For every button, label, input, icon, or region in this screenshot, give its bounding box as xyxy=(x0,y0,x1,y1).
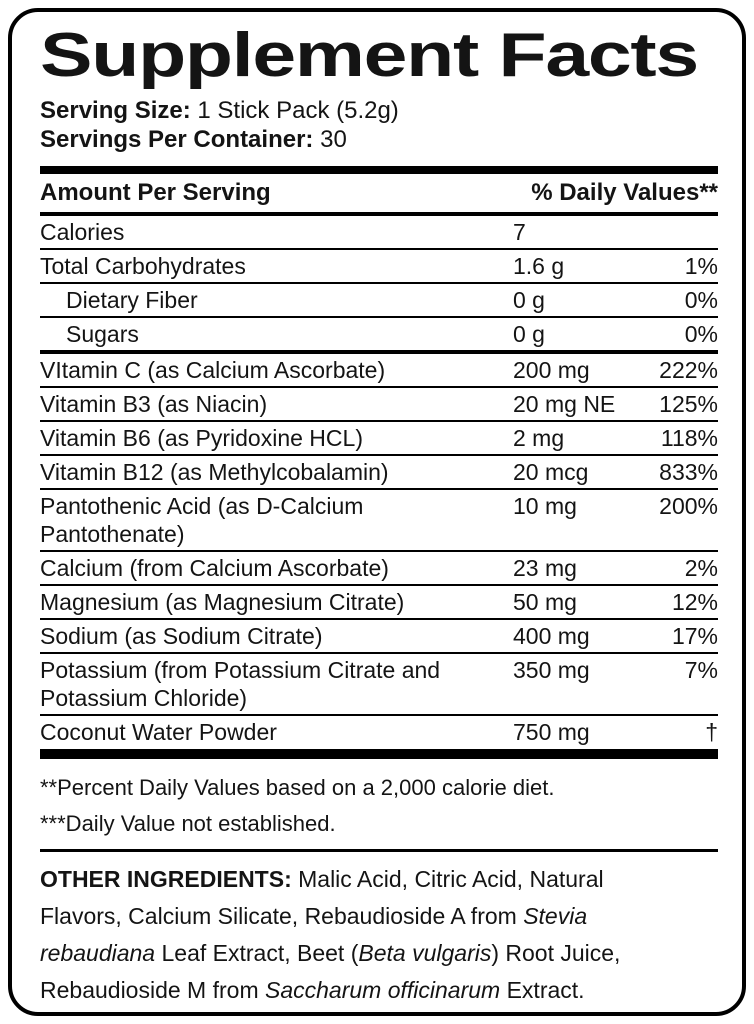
footnote-daily-values: **Percent Daily Values based on a 2,000 … xyxy=(40,775,555,800)
serving-size-line: Serving Size: 1 Stick Pack (5.2g) xyxy=(40,96,718,125)
nutrient-amount: 10 mg xyxy=(513,493,577,519)
nutrient-daily-value: 7% xyxy=(684,657,718,683)
nutrient-daily-value: 125% xyxy=(659,391,718,417)
serving-info: Serving Size: 1 Stick Pack (5.2g) Servin… xyxy=(40,96,718,154)
footnote-not-established: ***Daily Value not established. xyxy=(40,811,336,836)
ingredients-text: ) Root Juice, Rebaudioside M from xyxy=(40,940,621,1003)
nutrient-daily-value: 222% xyxy=(659,357,718,383)
ingredients-text: Malic Acid, Citric Acid, Natural Flavors… xyxy=(40,866,604,929)
table-row: Vitamin B6 (as Pyridoxine HCL) 2 mg 118% xyxy=(40,422,718,454)
table-row: Potassium (from Potassium Citrate and Po… xyxy=(40,654,718,714)
nutrient-amount: 0 g xyxy=(513,287,545,313)
nutrient-name: Dietary Fiber xyxy=(66,287,198,313)
other-ingredients: OTHER INGREDIENTS: Malic Acid, Citric Ac… xyxy=(40,861,718,1009)
row-divider xyxy=(40,749,718,759)
servings-per-container-line: Servings Per Container: 30 xyxy=(40,125,718,154)
row-divider xyxy=(40,618,718,620)
table-row: Calcium (from Calcium Ascorbate) 23 mg 2% xyxy=(40,552,718,584)
table-row: Vitamin B12 (as Methylcobalamin) 20 mcg 83… xyxy=(40,456,718,488)
nutrient-amount: 2 mg xyxy=(513,425,565,451)
table-row: Total Carbohydrates 1.6 g 1% xyxy=(40,250,718,282)
header-divider xyxy=(40,212,718,216)
nutrient-daily-value: 12% xyxy=(671,589,718,615)
nutrient-daily-value: 833% xyxy=(659,459,718,485)
species-name: Stevia rebaudiana xyxy=(40,903,588,966)
header-amount-per-serving: Amount Per Serving xyxy=(40,179,271,206)
nutrient-daily-value: 0% xyxy=(684,321,718,347)
nutrient-daily-value: 2% xyxy=(684,555,718,581)
table-row: Sodium (as Sodium Citrate) 400 mg 17% xyxy=(40,620,718,652)
table-header: Amount Per Serving % Daily Values** xyxy=(40,174,718,212)
nutrient-amount: 20 mcg xyxy=(513,459,589,485)
row-divider xyxy=(40,550,718,552)
serving-size-label: Serving Size: xyxy=(40,97,191,124)
footnotes: **Percent Daily Values based on a 2,000 … xyxy=(40,770,718,842)
nutrient-amount: 200 mg xyxy=(513,357,590,383)
label-frame: Supplement Facts Serving Size: 1 Stick P… xyxy=(8,8,746,1016)
nutrient-daily-value: 118% xyxy=(660,425,718,451)
table-row: VItamin C (as Calcium Ascorbate) 200 mg 22… xyxy=(40,354,718,386)
nutrient-name: Calcium (from Calcium Ascorbate) xyxy=(40,555,389,581)
servings-per-container-label: Servings Per Container: xyxy=(40,126,314,153)
nutrient-name: Pantothenic Acid (as D-Calcium Pantothen… xyxy=(40,493,364,547)
ingredients-text: Extract. xyxy=(500,977,585,1003)
species-name: Beta vulgaris xyxy=(358,940,492,966)
table-row: Vitamin B3 (as Niacin) 20 mg NE 125% xyxy=(40,388,718,420)
nutrient-daily-value: 200% xyxy=(659,493,718,519)
row-divider xyxy=(40,248,718,250)
nutrient-name: VItamin C (as Calcium Ascorbate) xyxy=(40,357,386,383)
row-divider xyxy=(40,584,718,586)
row-divider xyxy=(40,350,718,354)
page-title: Supplement Facts xyxy=(40,21,699,90)
nutrient-name: Vitamin B3 (as Niacin) xyxy=(40,391,268,417)
nutrient-amount: 350 mg xyxy=(513,657,590,683)
nutrient-name: Total Carbohydrates xyxy=(40,253,246,279)
row-divider xyxy=(40,488,718,490)
nutrient-amount: 7 xyxy=(513,219,526,245)
table-row: Dietary Fiber 0 g 0% xyxy=(40,284,718,316)
table-row: Pantothenic Acid (as D-Calcium Pantothen… xyxy=(40,490,718,550)
row-divider xyxy=(40,714,718,716)
row-divider xyxy=(40,316,718,318)
nutrient-name: Sugars xyxy=(66,321,139,347)
row-divider xyxy=(40,454,718,456)
row-divider xyxy=(40,420,718,422)
row-divider xyxy=(40,652,718,654)
servings-per-container-value: 30 xyxy=(320,126,347,153)
nutrient-daily-value: 17% xyxy=(671,623,718,649)
footnote-divider xyxy=(40,849,718,852)
table-row: Sugars 0 g 0% xyxy=(40,318,718,350)
nutrient-daily-value: 0% xyxy=(684,287,718,313)
nutrient-name: Calories xyxy=(40,219,125,245)
nutrient-name: Magnesium (as Magnesium Citrate) xyxy=(40,589,405,615)
nutrient-amount: 0 g xyxy=(513,321,545,347)
species-name: Saccharum officinarum xyxy=(265,977,501,1003)
table-row: Magnesium (as Magnesium Citrate) 50 mg 12% xyxy=(40,586,718,618)
nutrient-amount: 400 mg xyxy=(513,623,590,649)
nutrient-amount: 50 mg xyxy=(513,589,577,615)
nutrient-name: Vitamin B6 (as Pyridoxine HCL) xyxy=(40,425,363,451)
nutrient-name: Vitamin B12 (as Methylcobalamin) xyxy=(40,459,389,485)
row-divider xyxy=(40,282,718,284)
header-daily-values: % Daily Values** xyxy=(531,179,718,206)
nutrient-name: Sodium (as Sodium Citrate) xyxy=(40,623,323,649)
table-row: Coconut Water Powder 750 mg † xyxy=(40,716,718,748)
nutrient-daily-value: 1% xyxy=(684,253,718,279)
other-ingredients-label: OTHER INGREDIENTS: xyxy=(40,866,292,892)
nutrient-amount: 1.6 g xyxy=(513,253,565,279)
table-row: Calories 7 xyxy=(40,216,718,248)
nutrient-table: Calories 7 Total Carbohydrates 1.6 g 1% Dieta… xyxy=(40,216,718,759)
ingredients-text: Leaf Extract, Beet ( xyxy=(155,940,359,966)
table-top-bar xyxy=(40,166,718,174)
row-divider xyxy=(40,386,718,388)
nutrient-name: Coconut Water Powder xyxy=(40,719,277,745)
nutrient-daily-value: † xyxy=(705,719,718,745)
nutrient-name: Potassium (from Potassium Citrate and Po… xyxy=(40,657,441,711)
nutrient-amount: 20 mg NE xyxy=(513,391,616,417)
nutrient-amount: 23 mg xyxy=(513,555,577,581)
serving-size-value: 1 Stick Pack (5.2g) xyxy=(197,97,399,124)
nutrient-amount: 750 mg xyxy=(513,719,590,745)
